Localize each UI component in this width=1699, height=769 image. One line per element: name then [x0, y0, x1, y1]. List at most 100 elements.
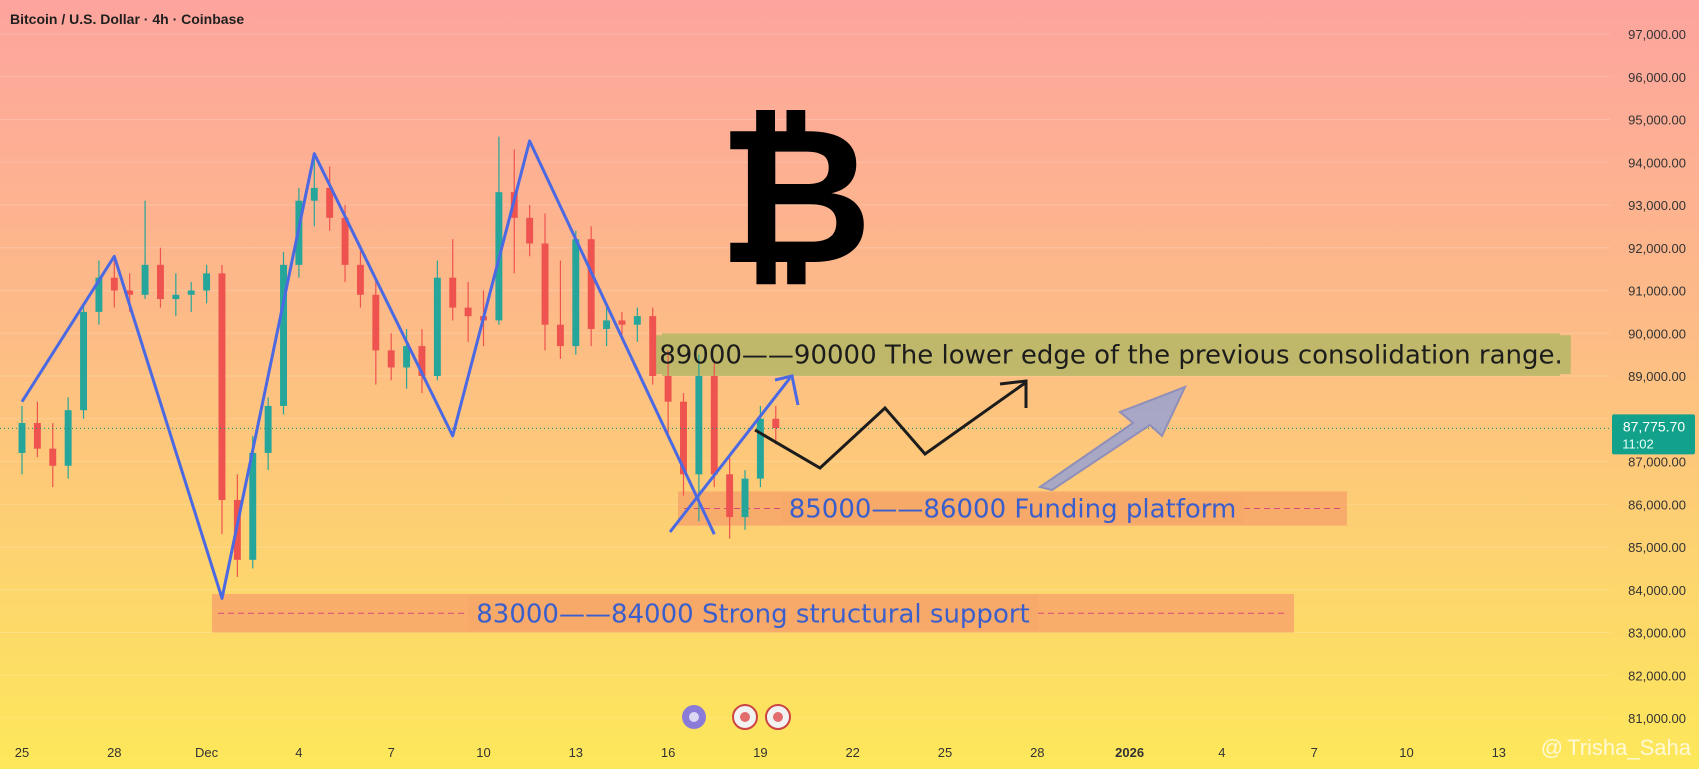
- candle-body: [126, 290, 134, 295]
- candle-body: [33, 423, 41, 449]
- candle-body: [341, 217, 349, 265]
- candle-body: [710, 376, 718, 475]
- time-tick-label: 25: [938, 745, 952, 760]
- candle-body: [741, 478, 749, 518]
- event-icon-dot: [773, 712, 783, 722]
- candle-body: [80, 311, 87, 411]
- price-tick-label: 95,000.00: [1628, 113, 1686, 128]
- zone-label-backing-0: [651, 335, 1571, 374]
- candle-body: [572, 239, 580, 347]
- candle-body: [203, 273, 211, 291]
- price-tick-label: 87,000.00: [1628, 455, 1686, 470]
- candle-body: [618, 320, 626, 325]
- candle-body: [141, 264, 149, 295]
- price-tick-label: 85,000.00: [1628, 540, 1686, 555]
- candle-body: [418, 346, 426, 376]
- candle-body: [310, 187, 318, 201]
- price-tick-label: 97,000.00: [1628, 27, 1686, 42]
- price-tick-label: 81,000.00: [1628, 711, 1686, 726]
- price-tick-label: 84,000.00: [1628, 583, 1686, 598]
- projection-arrow-wide: [1037, 385, 1187, 492]
- candle-body: [387, 350, 395, 368]
- zone-label-backing-1: [780, 493, 1245, 524]
- bitcoin-logo: ₿: [718, 86, 873, 307]
- candle-body: [372, 294, 380, 351]
- price-tick-label: 90,000.00: [1628, 326, 1686, 341]
- candle-body: [18, 423, 26, 453]
- time-tick-label: 2026: [1115, 745, 1144, 760]
- time-tick-label: 28: [107, 745, 121, 760]
- price-tick-label: 86,000.00: [1628, 497, 1686, 512]
- candle-body: [49, 448, 57, 466]
- candle-body: [772, 418, 780, 429]
- projection-arrow-blue: [668, 377, 792, 533]
- candle-body: [110, 277, 118, 291]
- projection-arrow-dark: [754, 381, 1026, 470]
- time-axis: 25 28 Dec 4 7 10 13 16 19 22 25 28 2026 4 7 10 13: [15, 745, 1506, 760]
- candle-body: [726, 474, 734, 518]
- current-price-value: 87,775.70: [1623, 418, 1685, 434]
- price-tick-label: 83,000.00: [1628, 626, 1686, 641]
- time-tick-label: 7: [1311, 745, 1318, 760]
- current-price-tag: [1612, 414, 1695, 455]
- candle-body: [664, 376, 672, 402]
- candle-body: [187, 290, 195, 295]
- candle-body: [756, 418, 764, 479]
- candle-body: [403, 346, 411, 368]
- time-tick-label: 28: [1030, 745, 1044, 760]
- candle-body: [541, 243, 549, 325]
- price-tick-label: 82,000.00: [1628, 668, 1686, 683]
- time-tick-label: 25: [15, 745, 29, 760]
- zone-labels-layer: 89000——90000 The lower edge of the previ…: [476, 341, 1563, 630]
- candle-body: [464, 307, 472, 317]
- candle-body: [95, 277, 103, 312]
- watermark: @ Trisha_Saha: [1537, 735, 1691, 761]
- candle-body: [326, 187, 334, 218]
- watermark-symbol: @: [1540, 735, 1564, 760]
- candle-body: [172, 294, 180, 300]
- event-icon-dot: [740, 712, 750, 722]
- candle-body: [649, 316, 657, 376]
- chart-title: Bitcoin / U.S. Dollar · 4h · Coinbase: [10, 11, 245, 27]
- zone-label-2: 83000——84000 Strong structural support: [476, 599, 1029, 629]
- candle-body: [264, 405, 272, 453]
- time-tick-label: 7: [388, 745, 395, 760]
- time-tick-label: 13: [569, 745, 583, 760]
- watermark-name: Trisha_Saha: [1567, 735, 1691, 760]
- candle-body: [526, 217, 534, 244]
- zone-label-backing-2: [468, 596, 1038, 631]
- time-tick-label: Dec: [195, 745, 219, 760]
- candle-body: [433, 277, 441, 376]
- candle-body: [603, 320, 611, 329]
- price-tick-label: 94,000.00: [1628, 155, 1686, 170]
- time-tick-label: 10: [476, 745, 490, 760]
- projection-layer: [0, 139, 1610, 600]
- price-tick-label: 91,000.00: [1628, 284, 1686, 299]
- candle-body: [587, 239, 595, 329]
- event-icons: [682, 704, 791, 730]
- candle-body: [356, 264, 364, 295]
- candle-body: [64, 410, 72, 466]
- price-tick-label: 92,000.00: [1628, 241, 1686, 256]
- candle-body: [156, 264, 164, 300]
- candle-body: [280, 264, 287, 406]
- current-price-countdown: 11:02: [1622, 436, 1654, 451]
- candle-body: [249, 452, 257, 560]
- zones-layer: [212, 333, 1571, 633]
- price-tick-label: 89,000.00: [1628, 369, 1686, 384]
- price-tick-label: 96,000.00: [1628, 70, 1686, 85]
- candle-body: [218, 273, 226, 500]
- candle-body: [695, 376, 703, 475]
- zigzag-path: [20, 139, 716, 600]
- time-tick-label: 16: [661, 745, 675, 760]
- time-tick-label: 22: [845, 745, 859, 760]
- bitcoin-logo-glyph: ₿: [718, 86, 873, 307]
- time-tick-label: 10: [1399, 745, 1413, 760]
- time-tick-label: 4: [295, 745, 302, 760]
- candle-body: [556, 324, 564, 347]
- projection-arrow-blue-head: [774, 374, 800, 406]
- time-tick-label: 13: [1492, 745, 1506, 760]
- price-tick-label: 93,000.00: [1628, 198, 1686, 213]
